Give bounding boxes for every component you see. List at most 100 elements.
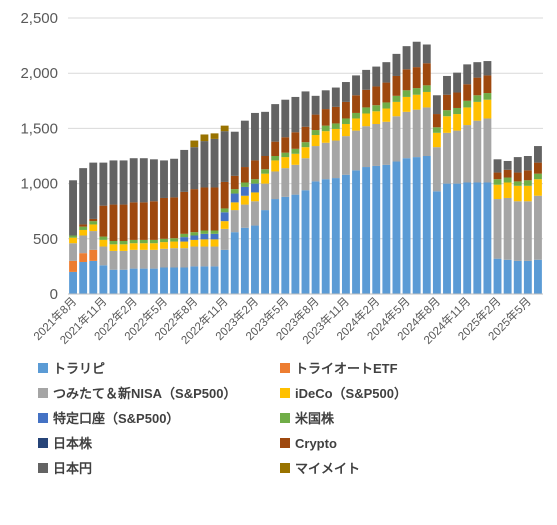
- bar-segment: [352, 170, 360, 294]
- bar-segment: [99, 239, 108, 247]
- bar-segment: [321, 90, 330, 110]
- bar-segment: [230, 202, 239, 211]
- bar-segment: [301, 190, 310, 294]
- bar-stack: [291, 96, 300, 294]
- bar-stack: [99, 162, 108, 294]
- bar-segment: [180, 248, 189, 268]
- bar-segment: [341, 174, 350, 294]
- bar-segment: [301, 147, 310, 159]
- bar-segment: [493, 172, 502, 180]
- legend-swatch: [38, 388, 48, 398]
- legend-label: トライオートETF: [295, 361, 398, 376]
- bar-segment: [321, 142, 330, 180]
- bar-segment: [79, 261, 88, 294]
- bar-segment: [362, 126, 371, 168]
- bar-segment: [190, 232, 199, 236]
- bar-segment: [402, 158, 411, 294]
- bar-stack: [321, 90, 330, 294]
- bar-segment: [402, 90, 411, 97]
- bar-segment: [129, 202, 138, 240]
- bar-segment: [341, 136, 350, 175]
- bar-segment: [372, 165, 381, 294]
- bar-segment: [240, 204, 249, 228]
- bar-segment: [422, 63, 431, 86]
- bar-segment: [281, 137, 290, 153]
- bar-segment: [311, 114, 320, 131]
- bar-segment: [220, 249, 229, 294]
- bar-segment: [69, 260, 77, 272]
- bar-segment: [170, 267, 179, 294]
- bar-segment: [190, 189, 199, 233]
- bar-segment: [382, 102, 391, 109]
- bar-segment: [513, 157, 522, 173]
- legend-swatch: [280, 388, 290, 398]
- bar-stack: [493, 159, 502, 294]
- legend: トラリピ トライオートETF つみたて＆新NISA（S&P500） iDeCo（S&P…: [38, 361, 407, 476]
- bar-stack: [170, 158, 179, 294]
- bar-stack: [483, 61, 492, 294]
- bar-segment: [210, 233, 219, 240]
- legend-swatch: [38, 438, 48, 448]
- bar-segment: [99, 265, 108, 294]
- bar-segment: [240, 195, 249, 205]
- bar-segment: [463, 100, 472, 108]
- bar-segment: [463, 182, 472, 294]
- bar-segment: [392, 116, 401, 162]
- bar-segment: [513, 201, 522, 261]
- bar-segment: [291, 194, 300, 294]
- bar-segment: [301, 91, 310, 127]
- bar-segment: [311, 181, 320, 294]
- legend-swatch: [280, 363, 290, 373]
- bar-segment: [523, 260, 532, 294]
- bar-segment: [321, 131, 330, 143]
- bar-segment: [261, 169, 270, 174]
- bar-segment: [69, 237, 77, 244]
- bar-segment: [372, 105, 381, 112]
- legend-swatch: [38, 463, 48, 473]
- bar-segment: [331, 178, 340, 294]
- bar-stack: [69, 180, 77, 294]
- bar-segment: [200, 187, 209, 231]
- bar-segment: [291, 164, 300, 195]
- legend-item: Crypto: [280, 436, 337, 451]
- bar-segment: [139, 239, 148, 244]
- bar-segment: [119, 269, 128, 294]
- bar-segment: [422, 107, 431, 156]
- bar-stack: [534, 146, 542, 294]
- bar-stack: [210, 133, 219, 294]
- bar-segment: [422, 44, 431, 64]
- bar-segment: [372, 123, 381, 166]
- bar-segment: [362, 167, 371, 294]
- bar-segment: [311, 146, 320, 182]
- bar-segment: [109, 241, 118, 245]
- bar-segment: [180, 191, 189, 234]
- bar-segment: [402, 96, 411, 112]
- bar-stack: [432, 95, 441, 294]
- bar-segment: [220, 212, 229, 222]
- bar-segment: [362, 107, 371, 114]
- bar-segment: [180, 233, 189, 238]
- bar-segment: [160, 267, 168, 294]
- bar-stack: [503, 160, 512, 294]
- bar-segment: [220, 221, 229, 229]
- bar-segment: [331, 106, 340, 124]
- bar-segment: [180, 237, 189, 242]
- bar-segment: [382, 82, 391, 103]
- bar-segment: [513, 260, 522, 294]
- bar-segment: [412, 88, 421, 95]
- bar-segment: [432, 132, 441, 148]
- bar-segment: [392, 75, 401, 96]
- bar-segment: [503, 169, 512, 178]
- y-tick-label: 2,500: [20, 10, 58, 27]
- bar-segment: [271, 104, 280, 142]
- bar-segment: [432, 114, 441, 128]
- bar-segment: [139, 268, 148, 294]
- bar-segment: [220, 228, 229, 250]
- bar-segment: [352, 112, 360, 119]
- bar-segment: [99, 205, 108, 237]
- bar-stack: [160, 160, 168, 294]
- bar-segment: [422, 156, 431, 294]
- bar-stack: [240, 120, 249, 294]
- legend-label: トラリピ: [53, 361, 105, 376]
- bar-segment: [160, 160, 168, 198]
